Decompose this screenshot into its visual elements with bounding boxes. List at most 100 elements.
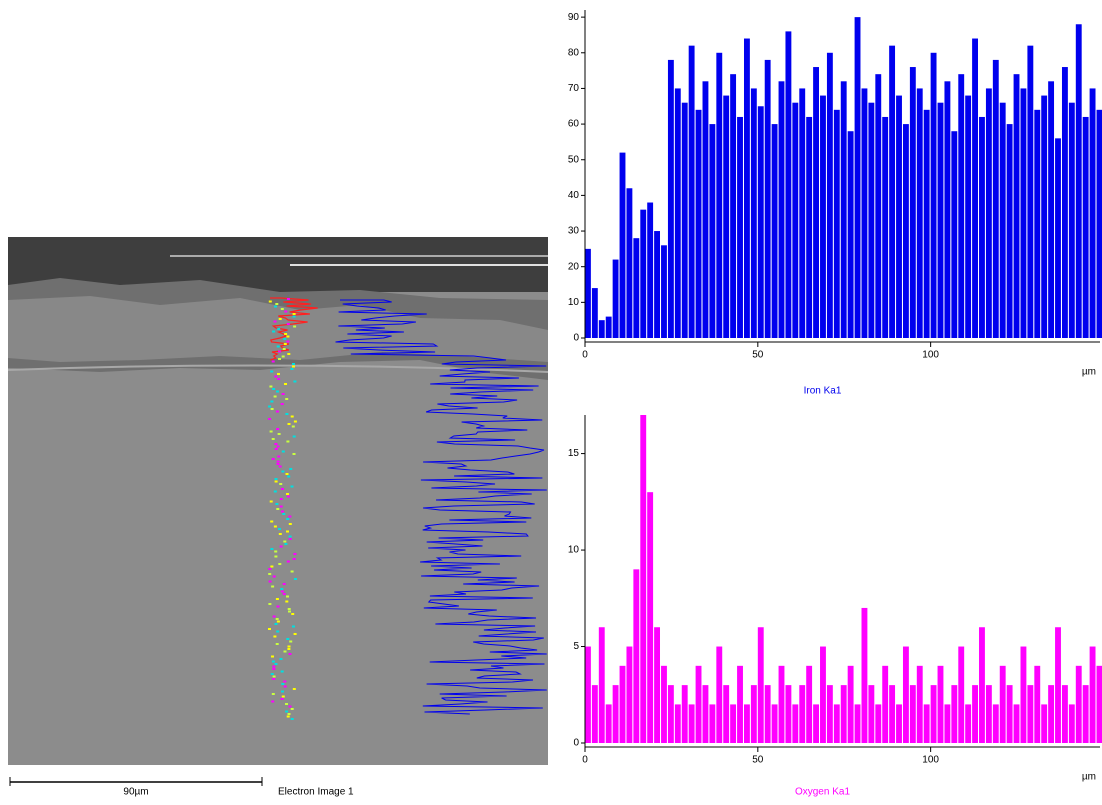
bar [868, 102, 875, 339]
bar [944, 81, 951, 338]
element-dot [280, 403, 284, 405]
element-dot [292, 363, 295, 365]
element-dot [282, 583, 286, 585]
bar [847, 665, 854, 743]
bar [785, 685, 792, 743]
bar [999, 665, 1006, 743]
bar [1068, 704, 1075, 743]
element-dot [275, 598, 279, 600]
bar [985, 685, 992, 743]
element-dot [275, 303, 279, 305]
element-dot [269, 430, 273, 433]
bar [806, 116, 813, 339]
element-dot [276, 428, 280, 430]
bar [840, 81, 847, 338]
element-dot [276, 605, 280, 608]
bar [902, 124, 909, 338]
element-dot [271, 660, 275, 663]
bar [778, 665, 785, 743]
bar [661, 245, 667, 338]
bar [702, 685, 709, 743]
bar [681, 685, 688, 743]
element-dot [293, 633, 297, 635]
bar [674, 704, 681, 743]
chart-panel: 0 10 20 30 40 50 60 70 80 90 0 50 100 µm Iron Ka1 [568, 10, 1102, 397]
bar [1034, 109, 1041, 339]
bar [806, 665, 813, 743]
element-dot [286, 560, 290, 563]
bar [757, 106, 764, 339]
bar [999, 102, 1006, 339]
element-dot [286, 335, 290, 338]
element-dot [268, 580, 272, 583]
y-tick-label: 80 [568, 47, 580, 58]
element-dot [294, 578, 297, 580]
element-dot [287, 475, 291, 478]
element-dot [281, 683, 285, 685]
element-dot [273, 320, 277, 323]
element-dot [273, 490, 277, 493]
element-dot [268, 573, 272, 575]
bar [585, 646, 591, 743]
element-dot [277, 433, 281, 435]
bar [1041, 704, 1048, 743]
element-dot [279, 658, 283, 660]
y-tick-label: 10 [568, 297, 580, 308]
element-dot [283, 680, 287, 683]
element-dot [286, 715, 290, 718]
chart-panel: 0 5 10 15 0 50 100 µm Oxygen Ka1 [568, 415, 1102, 798]
element-dot [287, 353, 291, 355]
element-dot [271, 438, 275, 440]
element-dot [272, 615, 276, 618]
element-dot [292, 558, 296, 560]
element-dot [272, 668, 276, 670]
element-dot [281, 355, 285, 358]
element-dot [292, 435, 296, 438]
element-dot [280, 588, 284, 590]
bar [875, 704, 882, 743]
element-dot [270, 565, 274, 568]
element-dot [288, 653, 292, 655]
element-dot [286, 298, 290, 300]
element-dot [290, 708, 294, 710]
element-dot [273, 635, 277, 638]
element-dot [285, 398, 289, 400]
element-dot [272, 575, 276, 578]
bar [826, 685, 833, 743]
bar [958, 646, 965, 743]
element-dot [290, 415, 294, 418]
y-tick-label: 10 [568, 545, 580, 556]
element-dot [289, 468, 293, 470]
element-dot [272, 330, 276, 333]
element-dot [288, 705, 292, 708]
bar [764, 59, 771, 338]
bar [951, 685, 958, 743]
element-dot [269, 500, 273, 503]
element-dot [287, 608, 291, 610]
bar [965, 704, 972, 743]
bar [1082, 685, 1089, 743]
element-dot [278, 528, 281, 530]
element-dot [289, 640, 293, 643]
element-dot [276, 463, 280, 465]
bar [965, 95, 972, 338]
bar [847, 131, 854, 338]
bar [972, 38, 978, 339]
element-dot [270, 520, 274, 523]
bar [598, 320, 605, 338]
bar [799, 685, 806, 743]
bar [654, 231, 661, 338]
bar [1055, 138, 1061, 338]
bar [688, 45, 695, 339]
element-dot [272, 665, 276, 668]
bar [937, 102, 944, 339]
bar [1075, 665, 1082, 743]
bar [833, 704, 840, 743]
element-dot [293, 420, 297, 423]
bar [1089, 646, 1096, 743]
bar [840, 685, 847, 743]
bar [1013, 704, 1020, 743]
element-dot [288, 610, 291, 613]
bar [612, 259, 619, 338]
bar [681, 102, 688, 339]
